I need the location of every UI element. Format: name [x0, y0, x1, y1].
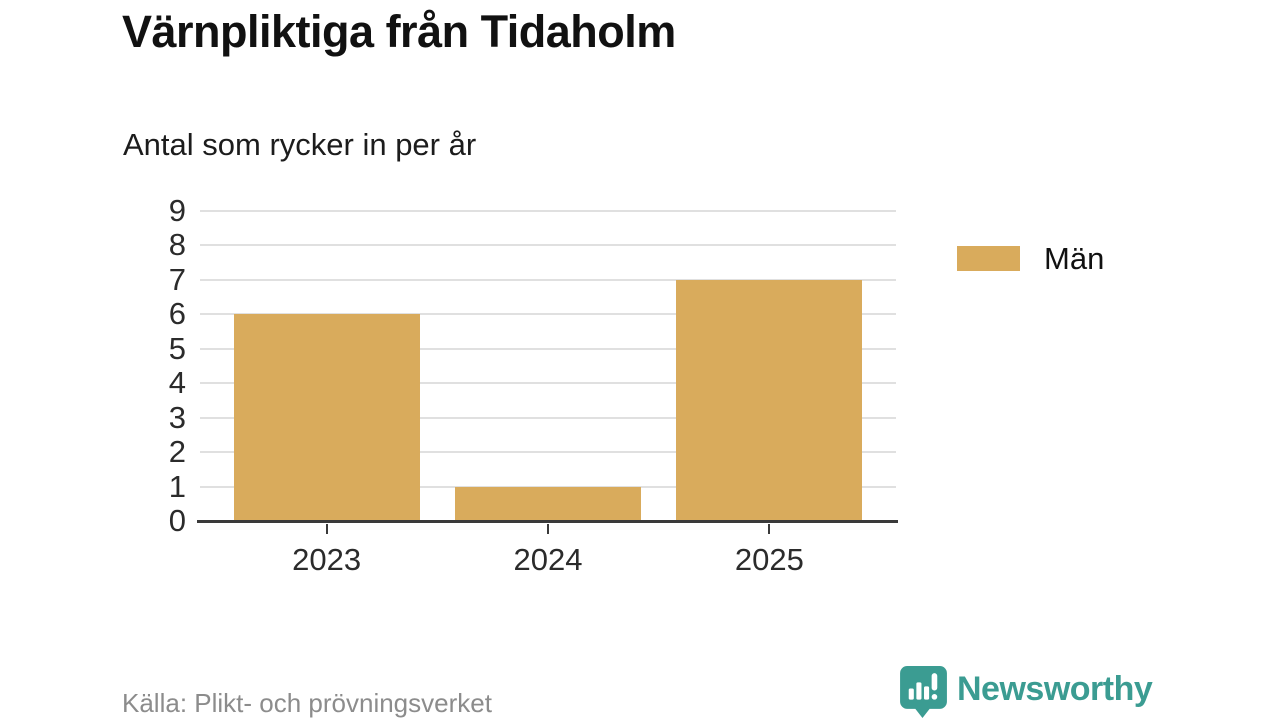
bar-2023	[233, 314, 420, 521]
y-tick-label: 8	[168, 227, 186, 263]
y-tick-label: 3	[168, 399, 186, 435]
legend-label-man: Män	[1044, 241, 1105, 276]
gridline	[200, 347, 896, 350]
x-tick	[768, 524, 771, 534]
gridline	[200, 313, 896, 316]
newsworthy-speech-bubble-barchart-icon	[898, 664, 949, 719]
y-tick-label: 1	[168, 468, 186, 504]
chart-title: Värnpliktiga från Tidaholm	[122, 6, 676, 57]
y-tick-label: 5	[168, 330, 186, 366]
y-tick-label: 9	[168, 193, 186, 228]
y-tick-label: 2	[168, 434, 186, 470]
x-tick-label: 2024	[513, 542, 583, 577]
plot-area	[197, 210, 898, 523]
x-tick-label: 2025	[734, 542, 804, 577]
x-tick	[325, 524, 328, 534]
gridline	[200, 485, 896, 488]
gridline	[200, 210, 896, 212]
bar-2025	[676, 279, 863, 521]
gridline	[200, 451, 896, 454]
source-note: Källa: Plikt- och prövningsverket	[122, 688, 492, 718]
gridline	[200, 278, 896, 281]
x-tick-label: 2023	[292, 542, 362, 577]
gridline	[200, 416, 896, 419]
y-tick-label: 4	[168, 365, 186, 401]
y-tick-label: 7	[168, 261, 186, 297]
legend-swatch-man	[957, 246, 1020, 271]
x-axis-line	[197, 520, 898, 523]
x-tick	[547, 524, 549, 534]
y-tick-label: 0	[168, 503, 186, 538]
y-tick-label: 6	[168, 296, 186, 332]
brand-name: Newsworthy	[957, 670, 1153, 708]
chart-subtitle: Antal som rycker in per år	[123, 127, 477, 162]
gridline	[200, 382, 896, 385]
gridline	[200, 244, 896, 247]
bar-2024	[455, 486, 641, 521]
